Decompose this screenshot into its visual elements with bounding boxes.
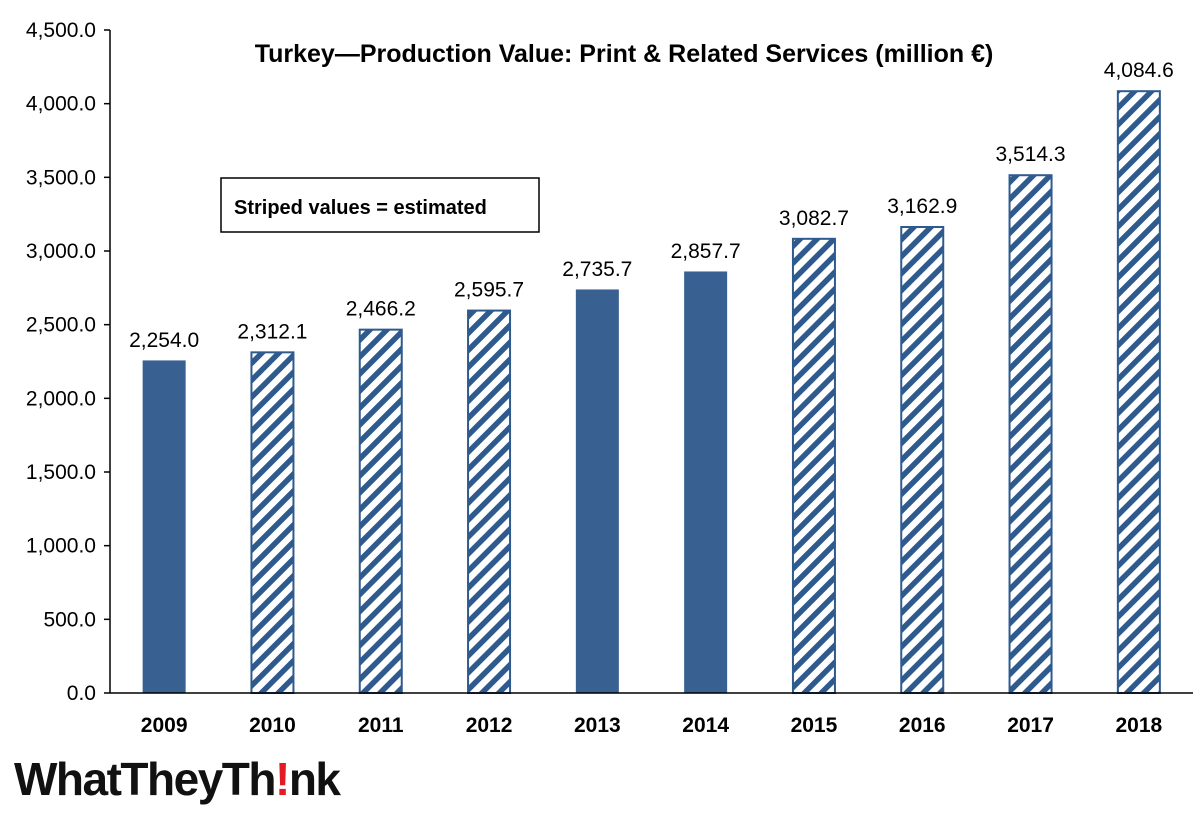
- x-tick-label-2011: 2011: [358, 714, 404, 737]
- logo-part-1: WhatTheyTh: [14, 753, 275, 805]
- x-tick-label-2018: 2018: [1115, 714, 1162, 737]
- whattheythink-logo: WhatTheyTh!nk: [14, 753, 341, 805]
- x-tick-label-2014: 2014: [682, 714, 729, 737]
- y-tick-label: 500.0: [43, 608, 96, 631]
- x-tick-label-2012: 2012: [466, 714, 513, 737]
- bar-2012: [467, 309, 512, 694]
- y-tick-label: 3,000.0: [26, 240, 96, 263]
- data-label-2014: 2,857.7: [671, 240, 741, 263]
- logo-bang: !: [275, 753, 289, 805]
- y-tick-label: 2,000.0: [26, 387, 96, 410]
- x-tick-label-2009: 2009: [141, 714, 188, 737]
- data-label-2018: 4,084.6: [1104, 59, 1174, 82]
- x-tick-label-2017: 2017: [1007, 714, 1054, 737]
- data-label-2011: 2,466.2: [346, 298, 416, 321]
- y-axis-ticks: 0.0 500.0 1,000.0 1,500.0 2,000.0 2,500.0 3,00…: [26, 19, 110, 705]
- x-tick-label-2016: 2016: [899, 714, 946, 737]
- bar-2017: [1008, 174, 1053, 695]
- bar-2009: [142, 360, 186, 694]
- estimated-note-text: Striped values = estimated: [234, 197, 487, 219]
- y-tick-label: 0.0: [67, 682, 96, 705]
- bar-2018: [1116, 90, 1161, 694]
- estimated-note-box: Striped values = estimated: [220, 177, 540, 233]
- data-label-2009: 2,254.0: [129, 329, 199, 352]
- chart-title: Turkey—Production Value: Print & Related…: [255, 40, 994, 68]
- estimated-note-border: [220, 177, 540, 233]
- bar-2016: [900, 225, 945, 695]
- data-label-2010: 2,312.1: [237, 320, 307, 343]
- x-tick-label-2010: 2010: [249, 714, 296, 737]
- data-label-2013: 2,735.7: [562, 258, 632, 281]
- x-tick-label-2013: 2013: [574, 714, 621, 737]
- y-tick-label: 4,500.0: [26, 19, 96, 42]
- data-label-2016: 3,162.9: [887, 195, 957, 218]
- y-tick-label: 1,500.0: [26, 461, 96, 484]
- bar-2011: [358, 328, 403, 694]
- bar-2010: [250, 351, 295, 694]
- x-tick-label-2015: 2015: [791, 714, 838, 737]
- logo-part-2: nk: [289, 753, 342, 805]
- data-label-2012: 2,595.7: [454, 279, 524, 302]
- y-tick-label: 4,000.0: [26, 93, 96, 116]
- bar-2015: [791, 237, 836, 695]
- y-tick-label: 2,500.0: [26, 314, 96, 337]
- y-tick-label: 3,500.0: [26, 166, 96, 189]
- bar-2013: [575, 289, 619, 694]
- x-axis-ticks: 2009 2010 2011 2012 2013 2014 2015 2016 2017 2018: [141, 714, 1163, 737]
- data-label-2015: 3,082.7: [779, 207, 849, 230]
- data-labels: 2,254.0 2,312.1 2,466.2 2,595.7 2,735.7 2,857…: [129, 59, 1174, 352]
- y-tick-label: 1,000.0: [26, 535, 96, 558]
- data-label-2017: 3,514.3: [996, 143, 1066, 166]
- bar-2014: [684, 271, 728, 694]
